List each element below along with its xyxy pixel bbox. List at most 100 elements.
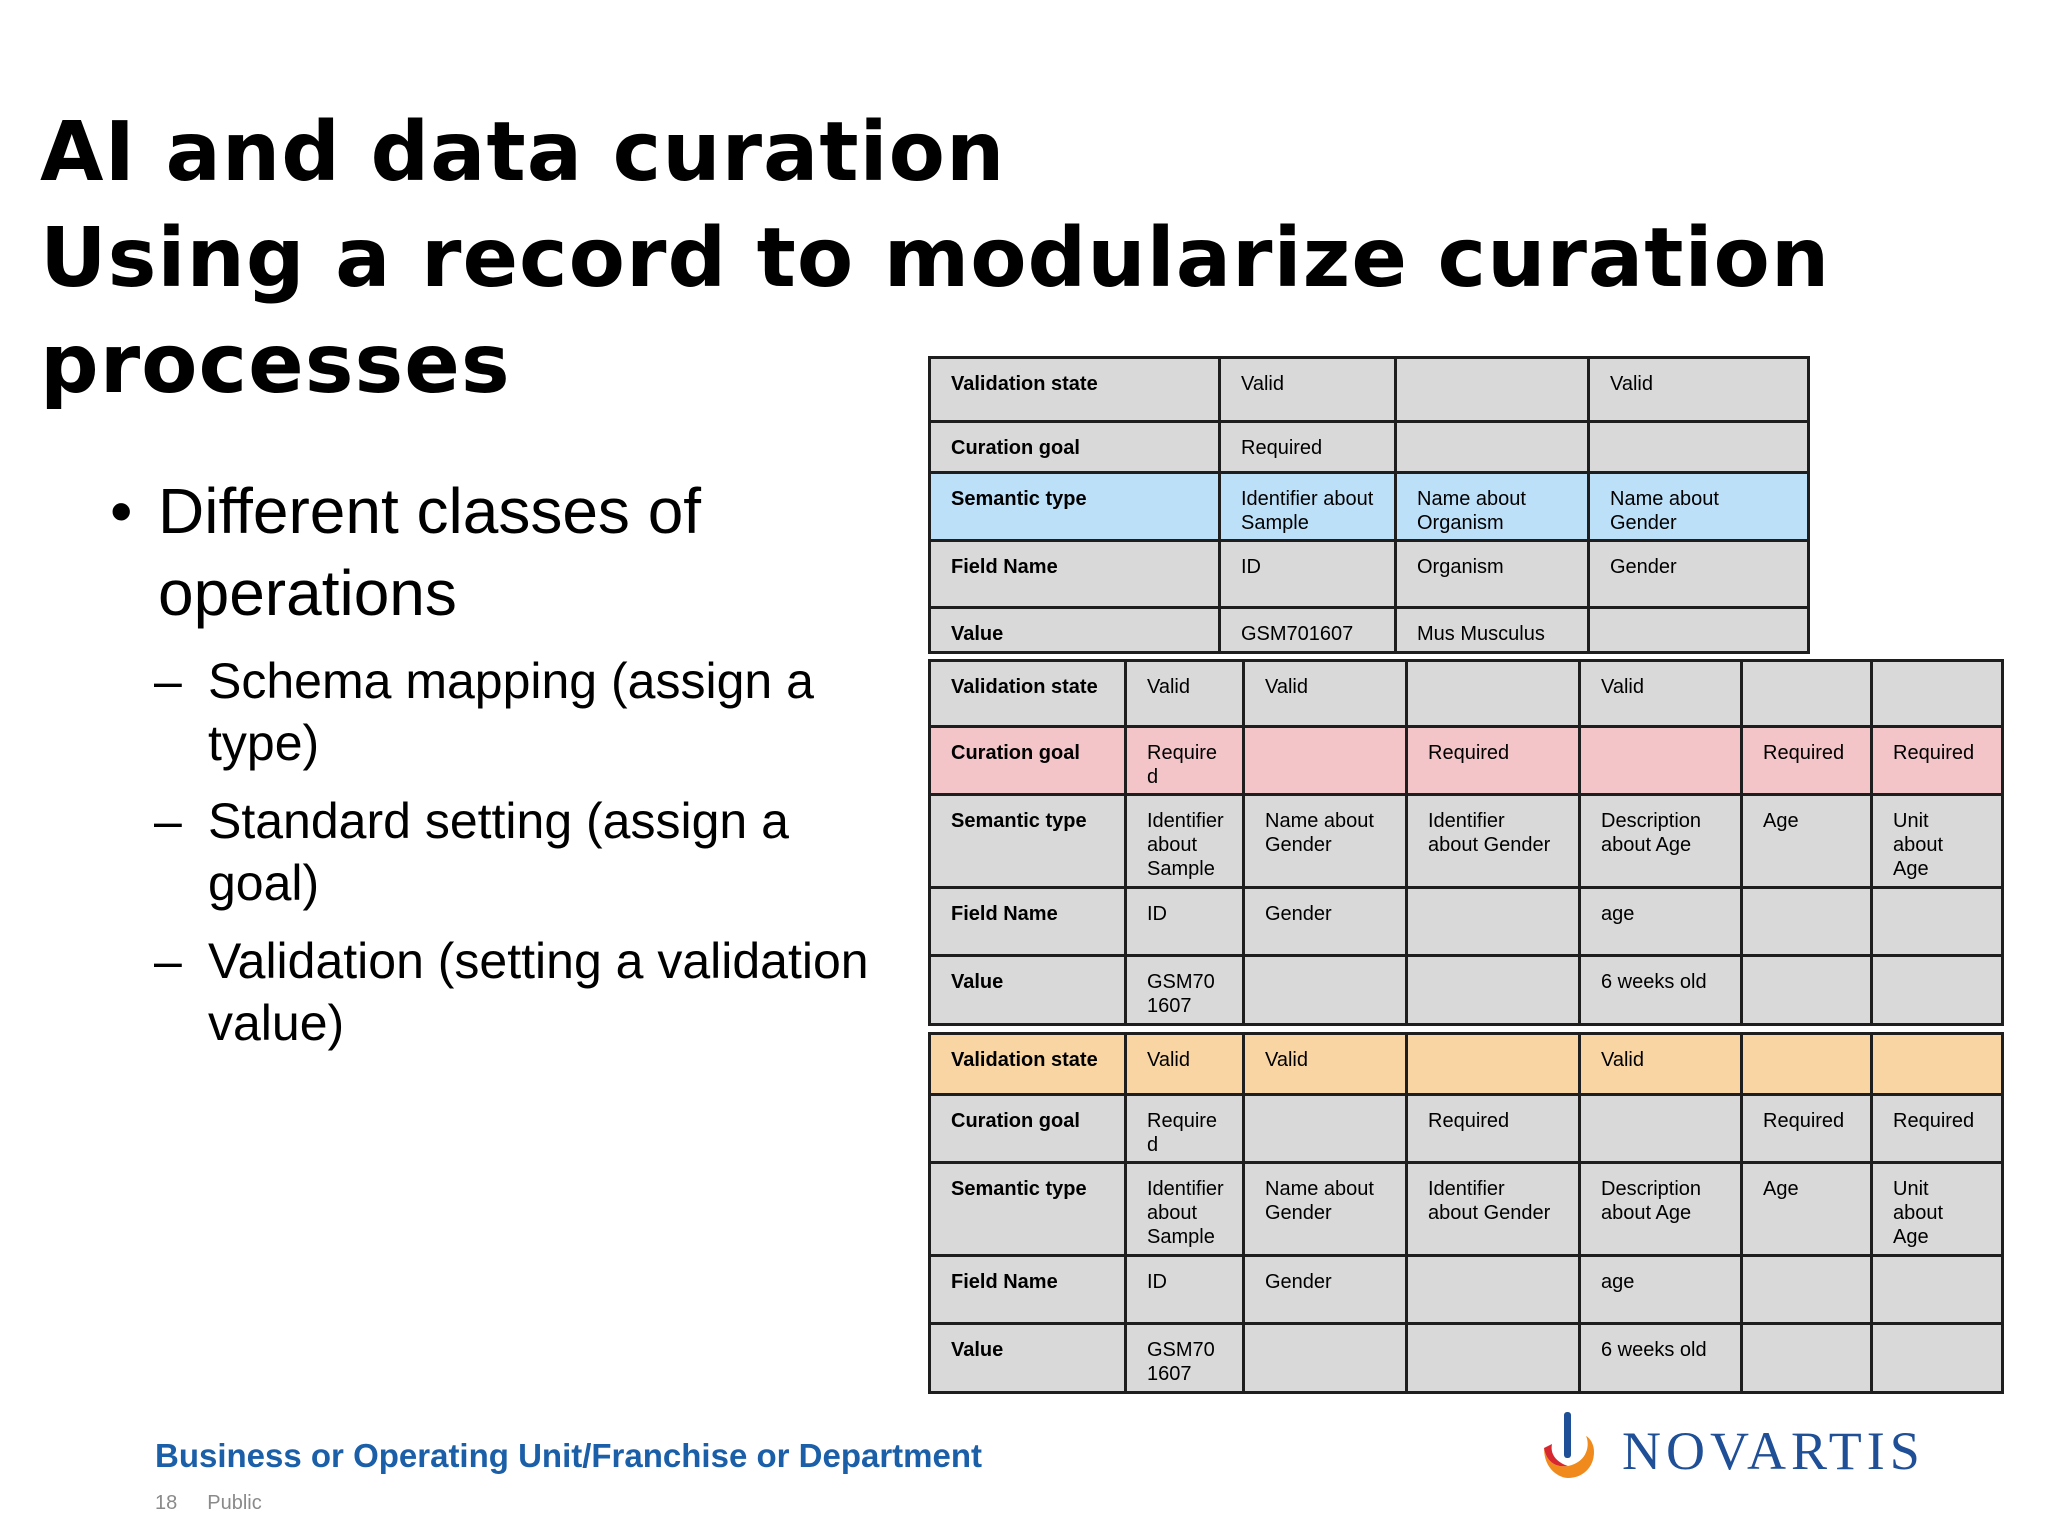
row-label: Curation goal [928, 420, 1221, 474]
sub-bullet-schema: – Schema mapping (assign a type) [110, 650, 910, 774]
table-cell: Identifier about Sample [1218, 471, 1397, 542]
table-cell [1870, 1322, 2004, 1394]
table-cell: Identifier about Gender [1405, 793, 1581, 889]
table-cell [1740, 1032, 1873, 1096]
row-semantic-type: Semantic type Identifier about Sample Na… [928, 793, 2004, 889]
title-line-2: Using a record to modularize curation [40, 211, 1831, 306]
row-value: Value GSM701607 6 weeks old [928, 1322, 2004, 1394]
row-validation-state: Validation state Valid Valid Valid [928, 659, 2004, 728]
record-table-schema-mapping: Validation state Valid Valid Curation go… [928, 356, 1810, 654]
table-cell [1405, 886, 1581, 957]
row-field-name: Field Name ID Gender age [928, 886, 2004, 957]
row-curation-goal: Curation goal Required Required Required… [928, 1093, 2004, 1164]
table-cell: Required [1740, 1093, 1873, 1164]
table-cell [1405, 1322, 1581, 1394]
table-cell [1740, 954, 1873, 1026]
slide-title: AI and data curation Using a record to m… [40, 100, 2000, 418]
sub-bullet-text: Validation (setting a validation value) [208, 933, 869, 1051]
table-cell: Age [1740, 1161, 1873, 1257]
bullet-main: • Different classes of operations [110, 470, 910, 634]
row-field-name: Field Name ID Gender age [928, 1254, 2004, 1325]
table-cell: Valid [1587, 356, 1810, 423]
table-cell [1405, 1032, 1581, 1096]
table-cell [1740, 659, 1873, 728]
table-cell: Age [1740, 793, 1873, 889]
table-cell: Required [1405, 1093, 1581, 1164]
table-cell: GSM701607 [1124, 954, 1245, 1026]
sub-bullet-text: Schema mapping (assign a type) [208, 653, 814, 771]
row-label: Field Name [928, 1254, 1127, 1325]
table-cell: Valid [1218, 356, 1397, 423]
title-line-1: AI and data curation [40, 105, 1006, 200]
table-cell [1242, 954, 1408, 1026]
table-cell [1405, 954, 1581, 1026]
record-table-standard-setting: Validation state Valid Valid Valid Curat… [928, 659, 2004, 1026]
table-cell: Gender [1587, 539, 1810, 609]
table-cell: Description about Age [1578, 1161, 1743, 1257]
table-cell: ID [1124, 886, 1245, 957]
bullet-list: • Different classes of operations – Sche… [110, 470, 910, 1054]
table-cell [1578, 725, 1743, 796]
table-cell: GSM701607 [1124, 1322, 1245, 1394]
table-cell: Valid [1124, 659, 1245, 728]
table-cell: Name about Gender [1587, 471, 1810, 542]
row-value: Value GSM701607 6 weeks old [928, 954, 2004, 1026]
table-cell: Name about Organism [1394, 471, 1590, 542]
table-cell: Mus Musculus [1394, 606, 1590, 654]
table-cell [1870, 954, 2004, 1026]
table-cell: Identifier about Gender [1405, 1161, 1581, 1257]
row-semantic-type: Semantic type Identifier about Sample Na… [928, 1161, 2004, 1257]
table-cell [1394, 356, 1590, 423]
table-cell: Required [1740, 725, 1873, 796]
table-cell: Required [1870, 725, 2004, 796]
footer-business-unit: Business or Operating Unit/Franchise or … [155, 1437, 982, 1474]
table-cell [1587, 420, 1810, 474]
table-cell: ID [1218, 539, 1397, 609]
sub-bullet-validation: – Validation (setting a validation value… [110, 930, 910, 1054]
page-number: 18 [155, 1492, 178, 1514]
record-table-validation: Validation state Valid Valid Valid Curat… [928, 1032, 2004, 1394]
row-label: Field Name [928, 539, 1221, 609]
table-cell: Valid [1242, 1032, 1408, 1096]
table-cell: GSM701607 [1218, 606, 1397, 654]
table-cell: Gender [1242, 886, 1408, 957]
table-cell: Required [1124, 725, 1245, 796]
table-cell: ID [1124, 1254, 1245, 1325]
table-cell: Valid [1242, 659, 1408, 728]
sub-bullet-standard: – Standard setting (assign a goal) [110, 790, 910, 914]
table-cell: Required [1870, 1093, 2004, 1164]
row-label: Validation state [928, 1032, 1127, 1096]
table-cell [1870, 1032, 2004, 1096]
table-cell: Unit about Age [1870, 793, 2004, 889]
table-cell [1870, 659, 2004, 728]
row-label: Curation goal [928, 725, 1127, 796]
table-cell [1870, 1254, 2004, 1325]
table-cell: Required [1405, 725, 1581, 796]
table-cell [1740, 1322, 1873, 1394]
row-value: Value GSM701607 Mus Musculus [928, 606, 1810, 654]
table-cell [1405, 1254, 1581, 1325]
table-cell: Organism [1394, 539, 1590, 609]
dash-icon: – [154, 653, 182, 709]
table-cell [1740, 886, 1873, 957]
table-cell [1587, 606, 1810, 654]
row-label: Value [928, 954, 1127, 1026]
row-label: Value [928, 1322, 1127, 1394]
table-cell [1242, 1322, 1408, 1394]
table-cell [1740, 1254, 1873, 1325]
row-label: Semantic type [928, 793, 1127, 889]
table-cell: Identifier about Sample [1124, 793, 1245, 889]
row-label: Value [928, 606, 1221, 654]
row-semantic-type: Semantic type Identifier about Sample Na… [928, 471, 1810, 542]
table-cell: Required [1124, 1093, 1245, 1164]
footer-page-info: 18 Public [155, 1492, 292, 1515]
table-cell [1242, 725, 1408, 796]
row-validation-state: Validation state Valid Valid Valid [928, 1032, 2004, 1096]
table-cell [1405, 659, 1581, 728]
sub-bullet-text: Standard setting (assign a goal) [208, 793, 789, 911]
row-label: Semantic type [928, 471, 1221, 542]
table-cell: Valid [1578, 1032, 1743, 1096]
table-cell [1242, 1093, 1408, 1164]
title-line-3: processes [40, 317, 511, 412]
table-cell [1870, 886, 2004, 957]
